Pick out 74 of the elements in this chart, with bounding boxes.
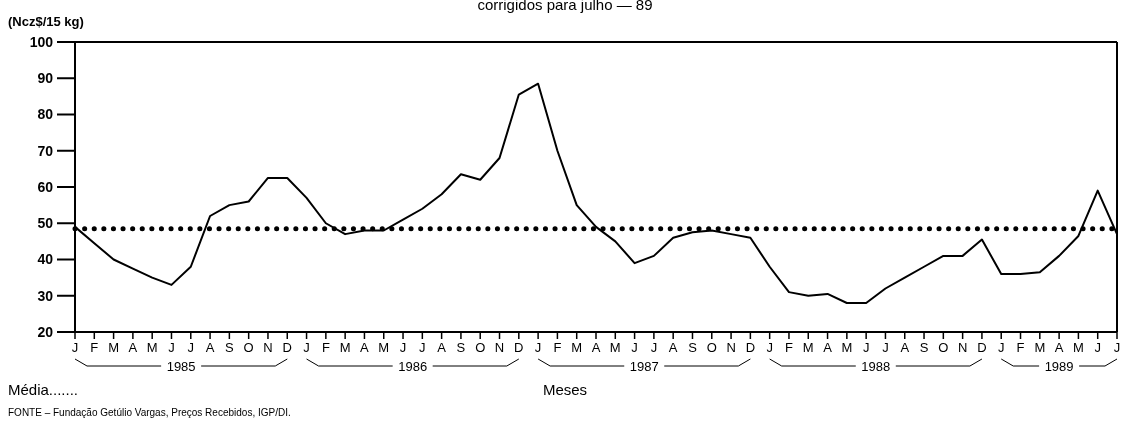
- y-tick-label: 80: [37, 106, 54, 123]
- source-note: FONTE – Fundação Getúlio Vargas, Preços Recebidos, IGP/DI.: [8, 407, 291, 418]
- x-tick-label: M: [1072, 340, 1084, 355]
- x-tick-label: S: [225, 340, 235, 355]
- y-tick-label: 70: [37, 142, 54, 159]
- x-tick-label: A: [1054, 340, 1064, 355]
- x-tick-label: J: [399, 340, 407, 355]
- x-tick-label: J: [631, 340, 638, 355]
- x-tick-label: J: [1094, 340, 1101, 355]
- x-tick-label: O: [475, 340, 486, 355]
- y-tick-label: 20: [37, 323, 54, 340]
- x-tick-label: M: [378, 340, 390, 355]
- x-tick-label: N: [726, 340, 736, 355]
- x-tick-label: M: [1034, 340, 1046, 355]
- x-tick-label: M: [108, 340, 120, 355]
- x-tick-label: J: [187, 340, 195, 355]
- chart-title: corrigidos para julho — 89: [477, 0, 653, 13]
- x-tick-label: F: [321, 340, 330, 355]
- text: 1985: [166, 358, 196, 374]
- x-tick-label: J: [303, 340, 310, 355]
- x-tick-label: A: [128, 340, 138, 355]
- x-tick-label: O: [243, 340, 254, 355]
- x-tick-label: M: [609, 340, 621, 355]
- x-tick-label: D: [514, 340, 524, 355]
- x-tick-label: J: [862, 340, 870, 355]
- x-tick-label: A: [205, 340, 215, 355]
- x-tick-label: J: [997, 340, 1005, 355]
- text: 1986: [398, 358, 428, 374]
- x-tick-label: J: [650, 340, 658, 355]
- x-tick-label: M: [146, 340, 158, 355]
- x-tick-label: N: [957, 340, 968, 355]
- y-tick-label: 40: [37, 251, 54, 268]
- x-tick-label: D: [977, 340, 987, 355]
- x-tick-label: J: [882, 340, 889, 355]
- y-tick-label: 50: [37, 215, 54, 232]
- x-tick-label: J: [71, 340, 79, 355]
- x-tick-label: M: [339, 340, 351, 355]
- ref-line-label: Média.......: [8, 381, 79, 398]
- x-tick-label: A: [900, 340, 910, 355]
- x-tick-label: N: [494, 340, 505, 355]
- x-tick-label: A: [437, 340, 447, 355]
- x-tick-label: J: [766, 340, 773, 355]
- x-tick-label: N: [263, 340, 273, 355]
- x-axis-title: Meses: [542, 381, 588, 398]
- x-tick-label: A: [591, 340, 601, 355]
- x-tick-label: D: [282, 340, 292, 355]
- x-tick-label: A: [668, 340, 678, 355]
- text: 1989: [1044, 358, 1074, 374]
- x-tick-label: F: [90, 340, 99, 355]
- x-tick-label: J: [534, 340, 542, 355]
- x-tick-label: S: [456, 340, 466, 355]
- x-tick-label: J: [168, 340, 175, 355]
- x-tick-label: S: [919, 340, 929, 355]
- x-tick-label: F: [1016, 340, 1025, 355]
- x-tick-label: F: [553, 340, 562, 355]
- y-tick-label: 60: [37, 178, 54, 195]
- x-tick-label: F: [784, 340, 793, 355]
- x-tick-label: A: [360, 340, 370, 355]
- x-tick-label: M: [802, 340, 814, 355]
- x-tick-label: J: [1113, 340, 1121, 355]
- x-tick-label: M: [841, 340, 853, 355]
- x-tick-label: J: [419, 340, 426, 355]
- x-tick-label: S: [688, 340, 698, 355]
- text: 1987: [629, 358, 659, 374]
- x-tick-label: D: [745, 340, 756, 355]
- y-tick-label: 30: [37, 287, 54, 304]
- y-axis-title: (Ncz$/15 kg): [8, 14, 84, 29]
- x-tick-label: O: [938, 340, 949, 355]
- y-tick-label: 100: [29, 33, 54, 50]
- x-tick-label: M: [571, 340, 583, 355]
- text: 1988: [861, 358, 891, 374]
- y-tick-label: 90: [37, 70, 54, 87]
- x-tick-label: A: [823, 340, 833, 355]
- x-tick-label: O: [706, 340, 717, 355]
